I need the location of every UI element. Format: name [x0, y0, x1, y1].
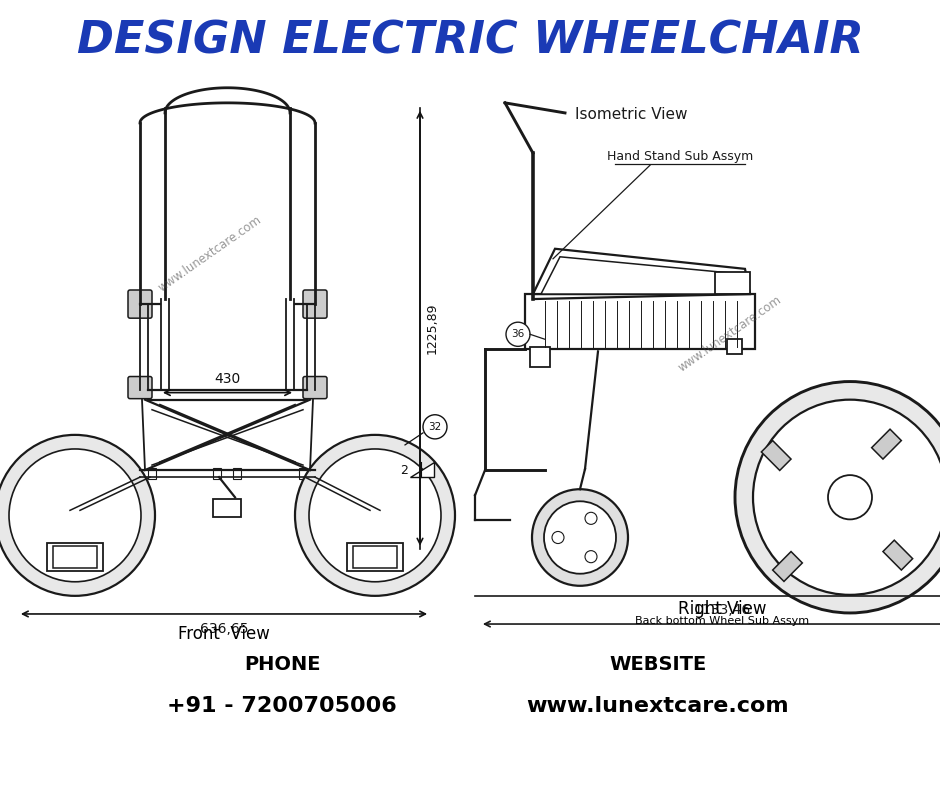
- Bar: [883, 540, 913, 570]
- Bar: [148, 468, 156, 479]
- Circle shape: [552, 531, 564, 544]
- Bar: [761, 440, 791, 470]
- Text: DESIGN ELECTRIC WHEELCHAIR: DESIGN ELECTRIC WHEELCHAIR: [77, 20, 863, 63]
- Circle shape: [735, 381, 940, 613]
- Polygon shape: [533, 249, 750, 294]
- FancyBboxPatch shape: [128, 290, 152, 318]
- Bar: [525, 294, 755, 349]
- Circle shape: [309, 449, 441, 582]
- Text: Back bottom Wheel Sub Assym: Back bottom Wheel Sub Assym: [635, 616, 809, 626]
- Circle shape: [544, 501, 616, 574]
- Text: 36: 36: [511, 329, 525, 340]
- Text: 1225,89: 1225,89: [426, 303, 439, 354]
- Text: www.lunextcare.com: www.lunextcare.com: [526, 696, 790, 716]
- Circle shape: [506, 322, 530, 347]
- FancyBboxPatch shape: [303, 377, 327, 399]
- Bar: [47, 542, 103, 571]
- Circle shape: [828, 475, 872, 519]
- Circle shape: [532, 489, 628, 585]
- Bar: [530, 348, 550, 367]
- Circle shape: [9, 449, 141, 582]
- Polygon shape: [410, 462, 434, 478]
- Bar: [299, 468, 307, 479]
- Bar: [871, 429, 901, 459]
- Bar: [213, 500, 241, 518]
- Text: Isometric View: Isometric View: [575, 107, 687, 122]
- Text: PHONE: PHONE: [243, 655, 321, 674]
- Bar: [715, 272, 750, 294]
- Text: 430: 430: [214, 372, 241, 385]
- Circle shape: [585, 512, 597, 524]
- Circle shape: [753, 400, 940, 595]
- Text: +91 - 7200705006: +91 - 7200705006: [167, 696, 397, 716]
- Text: Front  View: Front View: [178, 625, 270, 643]
- Text: www.lunextcare.com: www.lunextcare.com: [156, 214, 264, 295]
- Circle shape: [295, 435, 455, 596]
- Bar: [213, 468, 221, 479]
- Bar: [53, 545, 97, 567]
- Bar: [773, 552, 803, 582]
- Circle shape: [0, 435, 155, 596]
- Bar: [233, 468, 241, 479]
- Polygon shape: [541, 257, 743, 294]
- Bar: [727, 340, 742, 355]
- Text: WEBSITE: WEBSITE: [609, 655, 707, 674]
- Bar: [347, 542, 403, 571]
- Text: 32: 32: [429, 422, 442, 432]
- Bar: [353, 545, 397, 567]
- Text: Right View: Right View: [679, 600, 767, 618]
- FancyBboxPatch shape: [128, 377, 152, 399]
- Text: LUNEXT HEALTH CARE: LUNEXT HEALTH CARE: [282, 744, 658, 773]
- Text: 2: 2: [400, 463, 408, 477]
- Text: www.lunextcare.com: www.lunextcare.com: [676, 294, 784, 375]
- Circle shape: [423, 414, 447, 439]
- Text: 1133,46: 1133,46: [694, 603, 751, 617]
- Text: Hand Stand Sub Assym: Hand Stand Sub Assym: [607, 151, 753, 163]
- FancyBboxPatch shape: [303, 290, 327, 318]
- Text: 636,65: 636,65: [199, 622, 248, 636]
- Circle shape: [585, 551, 597, 563]
